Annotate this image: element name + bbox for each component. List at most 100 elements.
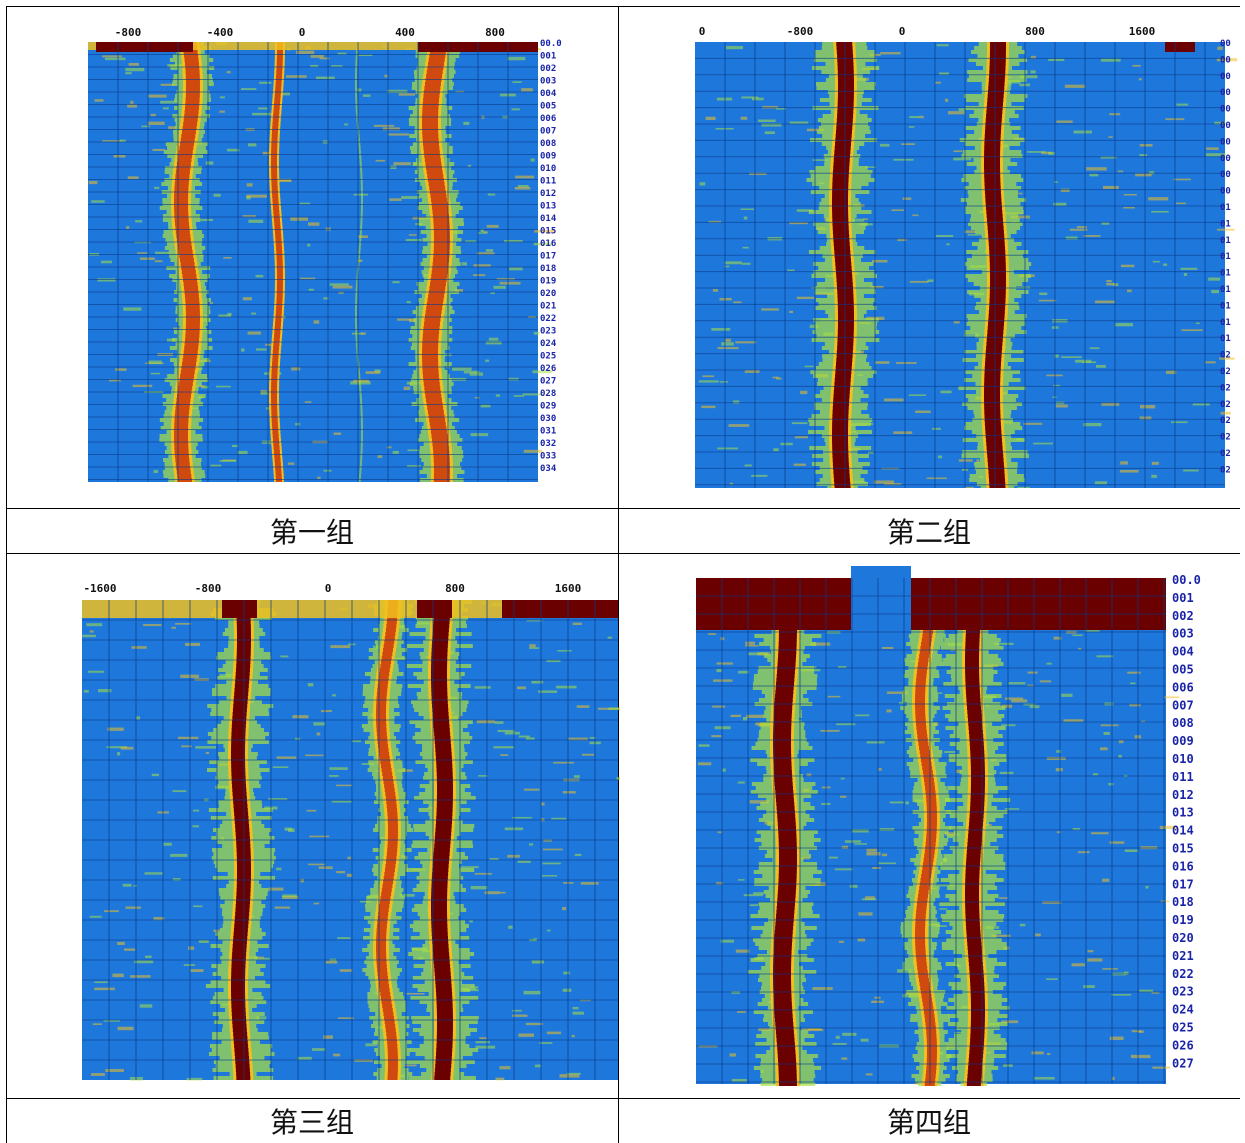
speckle [511, 108, 520, 111]
speckle [838, 940, 844, 943]
speckle [758, 1027, 771, 1032]
trace-core [174, 422, 189, 426]
row-label: 00 [1220, 137, 1231, 147]
speckle [219, 673, 232, 678]
speckle [175, 623, 192, 625]
trace-core [832, 198, 849, 202]
speckle [705, 116, 716, 121]
trace-core [985, 350, 1002, 354]
trace-core [916, 674, 927, 678]
trace-core [778, 642, 797, 646]
speckle [860, 1038, 869, 1042]
trace-core [967, 710, 982, 714]
speckle [406, 992, 425, 995]
trace-segment [360, 194, 363, 198]
speckle [533, 331, 540, 335]
speckle [991, 934, 1011, 937]
trace-core [778, 870, 797, 874]
trace-segment [271, 362, 278, 366]
row-label: 00 [1220, 170, 1231, 180]
speckle [295, 50, 315, 55]
trace-core [380, 664, 391, 668]
speckle [227, 312, 232, 316]
trace-core [233, 1036, 248, 1040]
trace-core [926, 1070, 937, 1074]
trace-core [232, 720, 247, 724]
speckle [517, 184, 529, 188]
trace-core [926, 822, 937, 826]
trace-core [231, 956, 246, 960]
speckle [1089, 173, 1099, 177]
row-label: 031 [540, 427, 556, 437]
speckle [255, 274, 264, 278]
speckle [897, 238, 907, 242]
speckle [514, 186, 531, 190]
trace-core [989, 66, 1006, 70]
trace-segment [355, 106, 358, 110]
speckle [719, 381, 728, 383]
trace-core [834, 378, 851, 382]
trace-core [379, 988, 390, 992]
trace-core [989, 482, 1006, 486]
trace-core [837, 70, 854, 74]
trace-core [968, 830, 983, 834]
trace-core [422, 354, 439, 358]
speckle [1135, 173, 1152, 177]
trace-core [984, 414, 1001, 418]
trace-core [433, 466, 450, 470]
speckle [333, 432, 342, 435]
trace-core [235, 672, 250, 676]
trace-segment [355, 110, 358, 114]
trace-core [436, 1000, 453, 1004]
trace-segment [273, 346, 280, 350]
trace-core [231, 752, 246, 756]
trace-core [432, 864, 449, 868]
trace-core [926, 1054, 937, 1058]
speckle [886, 691, 908, 694]
trace-core [234, 688, 249, 692]
trace-core [434, 840, 451, 844]
speckle [153, 916, 165, 921]
trace-core [970, 782, 985, 786]
trace-core [435, 980, 452, 984]
trace-core [773, 966, 792, 970]
trace-core [915, 682, 926, 686]
speckle [512, 1009, 523, 1012]
speckle [1176, 103, 1189, 106]
trace-core [926, 1058, 937, 1062]
trace-core [429, 54, 446, 58]
trace-core [176, 238, 191, 242]
trace-segment [360, 414, 363, 418]
speckle [325, 960, 338, 964]
trace-core [775, 1022, 794, 1026]
trace-core [984, 174, 1001, 178]
trace-core [434, 1068, 451, 1072]
trace-core [235, 1056, 250, 1060]
x-tick-label: -800 [195, 582, 222, 595]
speckle [1061, 693, 1073, 697]
speckle [746, 714, 764, 718]
trace-core [915, 922, 926, 926]
speckle [470, 885, 488, 890]
trace-core [435, 748, 452, 752]
trace-core [435, 756, 452, 760]
speckle [1005, 697, 1024, 700]
speckle [490, 292, 495, 294]
trace-core [423, 150, 440, 154]
trace-segment [355, 310, 358, 314]
row-label: 012 [540, 189, 556, 199]
trace-core [184, 106, 199, 110]
trace-core [915, 694, 926, 698]
trace-core [174, 210, 189, 214]
trace-segment [271, 422, 278, 426]
x-tick-label: 0 [299, 26, 306, 39]
x-tick-label: -400 [207, 26, 234, 39]
speckle [557, 650, 572, 652]
trace-core [987, 458, 1004, 462]
trace-core [984, 422, 1001, 426]
trace-segment [276, 286, 283, 290]
row-label: 02 [1220, 449, 1231, 459]
speckle [958, 459, 973, 462]
speckle [1046, 1053, 1051, 1056]
trace-segment [273, 210, 280, 214]
